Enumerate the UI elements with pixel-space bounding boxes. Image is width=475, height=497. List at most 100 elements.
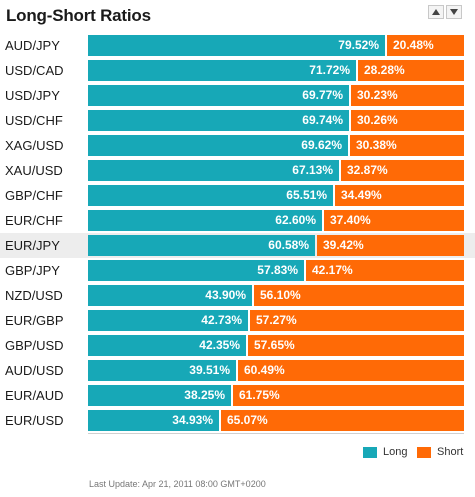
ratio-row[interactable]: USD/CAD 71.72% 28.28% — [0, 58, 475, 83]
long-percentage: 39.51% — [189, 363, 230, 377]
ratio-bar: 39.51% 60.49% — [88, 360, 464, 381]
short-percentage: 28.28% — [364, 63, 405, 77]
long-percentage: 60.58% — [268, 238, 309, 252]
long-bar-segment: 69.77% — [88, 85, 349, 106]
currency-pair-label: XAG/USD — [5, 138, 64, 153]
short-bar-segment: 61.75% — [233, 385, 464, 406]
currency-pair-label: EUR/GBP — [5, 313, 64, 328]
short-percentage: 42.17% — [312, 263, 353, 277]
short-percentage: 30.38% — [356, 138, 397, 152]
last-update-text: Last Update: Apr 21, 2011 08:00 GMT+0200 — [89, 479, 266, 489]
short-bar-segment: 39.42% — [317, 235, 464, 256]
long-bar-segment: 39.51% — [88, 360, 236, 381]
long-bar-segment: 42.35% — [88, 335, 246, 356]
long-bar-segment: 60.58% — [88, 235, 315, 256]
ratio-row[interactable]: AUD/USD 39.51% 60.49% — [0, 358, 475, 383]
ratio-bar: 38.25% 61.75% — [88, 385, 464, 406]
ratio-row[interactable]: GBP/CHF 65.51% 34.49% — [0, 183, 475, 208]
short-bar-segment: 30.38% — [350, 135, 464, 156]
ratio-bar: 60.58% 39.42% — [88, 235, 464, 256]
ratio-row[interactable]: AUD/JPY 79.52% 20.48% — [0, 33, 475, 58]
ratio-bar: 67.13% 32.87% — [88, 160, 464, 181]
short-bar-segment: 30.23% — [351, 85, 464, 106]
ratio-bar: 62.60% 37.40% — [88, 210, 464, 231]
long-percentage: 42.73% — [201, 313, 242, 327]
ratio-row[interactable]: XAU/USD 67.13% 32.87% — [0, 158, 475, 183]
currency-pair-label: USD/JPY — [5, 88, 60, 103]
long-percentage: 38.25% — [184, 388, 225, 402]
currency-pair-label: EUR/JPY — [5, 238, 60, 253]
long-bar-segment: 42.73% — [88, 310, 248, 331]
ratio-row[interactable]: GBP/JPY 57.83% 42.17% — [0, 258, 475, 283]
ratio-row[interactable]: EUR/JPY 60.58% 39.42% — [0, 233, 475, 258]
short-bar-segment: 32.87% — [341, 160, 464, 181]
widget-header: Long-Short Ratios — [0, 0, 475, 32]
long-bar-segment: 69.62% — [88, 135, 348, 156]
ratio-row[interactable]: EUR/CHF 62.60% 37.40% — [0, 208, 475, 233]
divider — [88, 433, 464, 434]
ratio-row[interactable]: USD/JPY 69.77% 30.23% — [0, 83, 475, 108]
ratio-rows: AUD/JPY 79.52% 20.48% USD/CAD 71.72% 28.28% US… — [0, 33, 475, 433]
currency-pair-label: AUD/USD — [5, 363, 64, 378]
sort-up-button[interactable] — [428, 5, 444, 19]
ratio-bar: 71.72% 28.28% — [88, 60, 464, 81]
short-percentage: 57.65% — [254, 338, 295, 352]
long-bar-segment: 69.74% — [88, 110, 349, 131]
long-bar-segment: 71.72% — [88, 60, 356, 81]
ratio-row[interactable]: USD/CHF 69.74% 30.26% — [0, 108, 475, 133]
long-percentage: 62.60% — [275, 213, 316, 227]
sort-controls — [428, 5, 464, 19]
ratio-row[interactable]: NZD/USD 43.90% 56.10% — [0, 283, 475, 308]
long-bar-segment: 57.83% — [88, 260, 304, 281]
currency-pair-label: NZD/USD — [5, 288, 63, 303]
short-bar-segment: 57.65% — [248, 335, 464, 356]
short-bar-segment: 42.17% — [306, 260, 464, 281]
ratio-bar: 65.51% 34.49% — [88, 185, 464, 206]
short-bar-segment: 34.49% — [335, 185, 464, 206]
ratio-row[interactable]: GBP/USD 42.35% 57.65% — [0, 333, 475, 358]
long-bar-segment: 65.51% — [88, 185, 333, 206]
short-bar-segment: 57.27% — [250, 310, 464, 331]
ratio-bar: 79.52% 20.48% — [88, 35, 464, 56]
long-bar-segment: 79.52% — [88, 35, 385, 56]
long-percentage: 57.83% — [257, 263, 298, 277]
long-percentage: 34.93% — [172, 413, 213, 427]
short-percentage: 39.42% — [323, 238, 364, 252]
long-percentage: 42.35% — [199, 338, 240, 352]
currency-pair-label: GBP/JPY — [5, 263, 60, 278]
short-percentage: 37.40% — [330, 213, 371, 227]
long-percentage: 71.72% — [309, 63, 350, 77]
ratio-bar: 34.93% 65.07% — [88, 410, 464, 431]
ratio-row[interactable]: EUR/GBP 42.73% 57.27% — [0, 308, 475, 333]
legend-long-swatch — [363, 446, 377, 458]
short-percentage: 57.27% — [256, 313, 297, 327]
triangle-down-icon — [450, 9, 458, 15]
ratio-bar: 69.77% 30.23% — [88, 85, 464, 106]
short-bar-segment: 65.07% — [221, 410, 464, 431]
ratio-row[interactable]: EUR/USD 34.93% 65.07% — [0, 408, 475, 433]
legend-short: Short — [417, 446, 463, 458]
short-percentage: 30.26% — [357, 113, 398, 127]
ratio-row[interactable]: EUR/AUD 38.25% 61.75% — [0, 383, 475, 408]
long-percentage: 65.51% — [286, 188, 327, 202]
long-bar-segment: 67.13% — [88, 160, 339, 181]
legend-long-label: Long — [383, 446, 408, 458]
currency-pair-label: GBP/CHF — [5, 188, 63, 203]
sort-down-button[interactable] — [446, 5, 462, 19]
short-bar-segment: 30.26% — [351, 110, 464, 131]
short-percentage: 34.49% — [341, 188, 382, 202]
short-percentage: 56.10% — [260, 288, 301, 302]
short-percentage: 65.07% — [227, 413, 268, 427]
currency-pair-label: EUR/USD — [5, 413, 64, 428]
long-bar-segment: 62.60% — [88, 210, 322, 231]
ratio-row[interactable]: XAG/USD 69.62% 30.38% — [0, 133, 475, 158]
ratio-bar: 43.90% 56.10% — [88, 285, 464, 306]
currency-pair-label: GBP/USD — [5, 338, 64, 353]
currency-pair-label: USD/CAD — [5, 63, 64, 78]
long-percentage: 67.13% — [292, 163, 333, 177]
long-percentage: 43.90% — [205, 288, 246, 302]
legend-short-label: Short — [437, 446, 464, 458]
short-percentage: 20.48% — [393, 38, 434, 52]
short-bar-segment: 56.10% — [254, 285, 464, 306]
